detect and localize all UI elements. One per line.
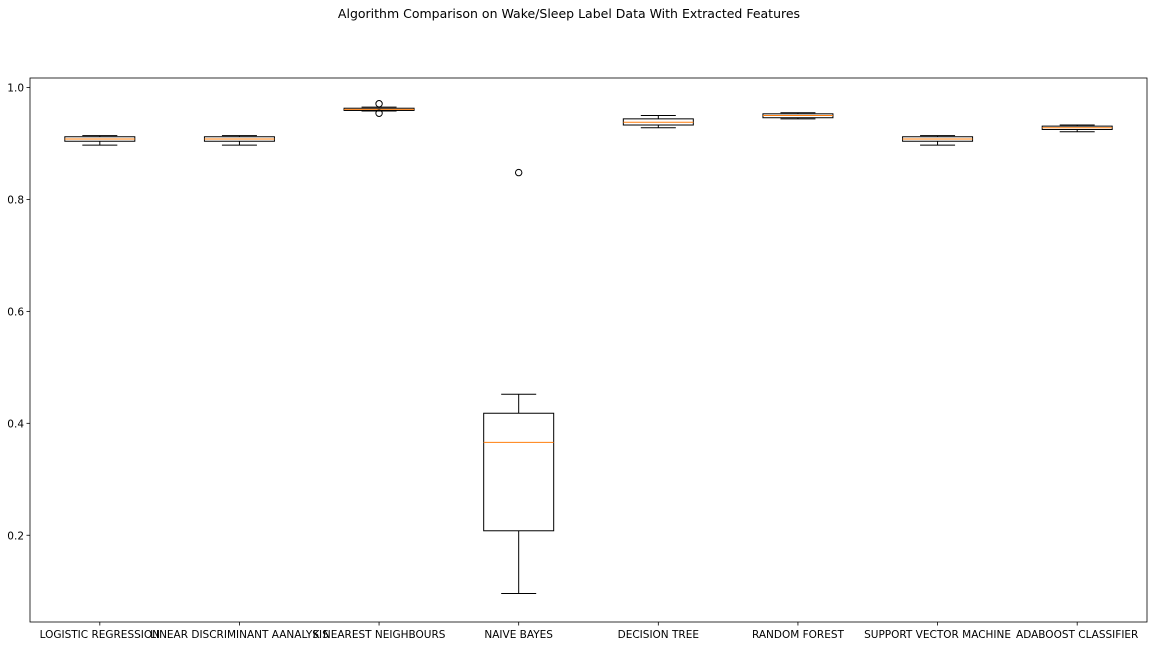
x-tick-label: RANDOM FOREST [752,629,845,641]
y-tick-label: 0.6 [7,306,24,318]
plot-area: 0.2 0.4 0.6 0.8 1.0 LOGISTIC REGRESSIONLINEAR… [7,77,1148,641]
y-tick-label: 0.8 [7,194,24,206]
x-tick-label: LOGISTIC REGRESSION [40,629,160,641]
x-tick-label: K NEAREST NEIGHBOURS [313,629,446,641]
outlier-point [375,100,383,108]
outlier-point [514,168,523,177]
chart-title: Algorithm Comparison on Wake/Sleep Label… [338,6,800,21]
x-tick-label: DECISION TREE [618,629,699,641]
y-tick-label: 0.2 [7,530,24,542]
x-tick-label: ADABOOST CLASSIFIER [1016,629,1138,641]
outlier-point [375,109,383,117]
x-tick-label: SUPPORT VECTOR MACHINE [864,629,1011,641]
x-tick-label: NAIVE BAYES [484,629,553,641]
x-tick-label: LINEAR DISCRIMINANT AANALYSIS [150,629,329,641]
y-tick-label: 0.4 [7,418,24,430]
iqr-box [483,412,555,532]
axes-frame [29,77,1148,623]
y-tick-label: 1.0 [7,83,24,95]
